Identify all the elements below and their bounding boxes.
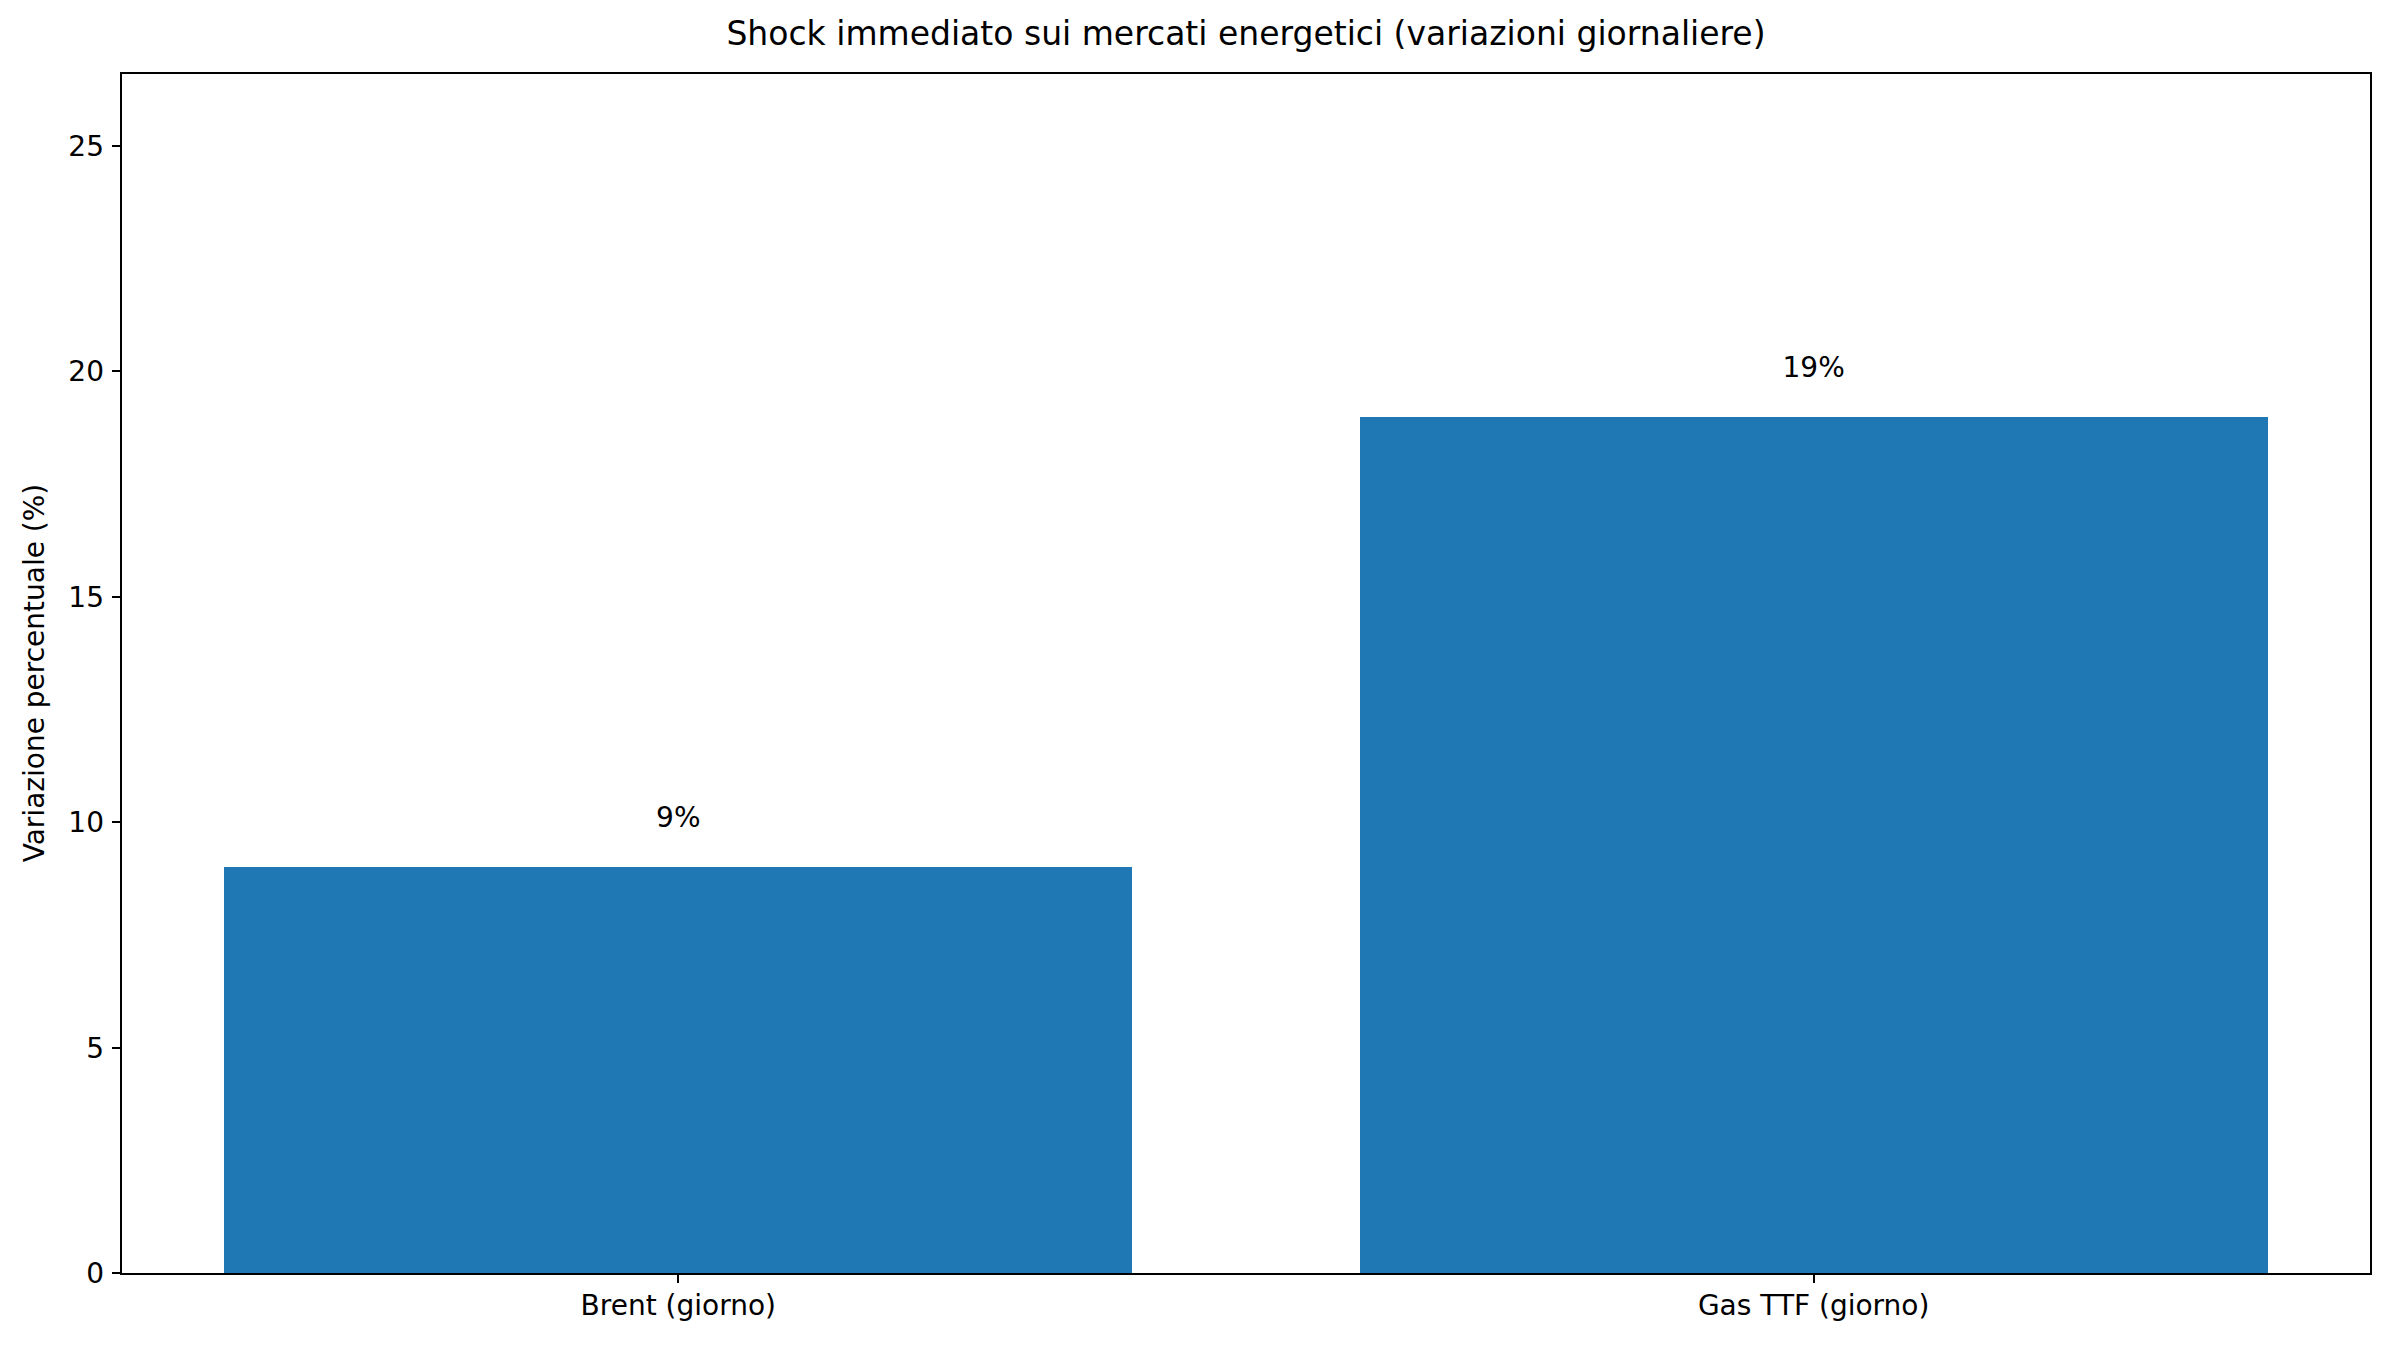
- x-tick: [1813, 1273, 1815, 1283]
- y-tick-label: 20: [68, 355, 104, 388]
- x-tick-label: Gas TTF (giorno): [1698, 1289, 1930, 1322]
- bar: [224, 867, 1132, 1273]
- y-tick-label: 5: [86, 1031, 104, 1064]
- x-tick: [677, 1273, 679, 1283]
- bar-chart-figure: Shock immediato sui mercati energetici (…: [0, 0, 2400, 1350]
- bar: [1360, 417, 2268, 1273]
- y-tick: [112, 821, 122, 823]
- y-tick: [112, 1047, 122, 1049]
- y-tick-label: 25: [68, 130, 104, 163]
- y-tick: [112, 1272, 122, 1274]
- y-tick: [112, 370, 122, 372]
- y-axis-label: Variazione percentuale (%): [18, 484, 51, 863]
- y-tick: [112, 145, 122, 147]
- bar-value-label: 9%: [656, 801, 700, 834]
- y-tick: [112, 596, 122, 598]
- y-tick-label: 10: [68, 806, 104, 839]
- x-tick-label: Brent (giorno): [581, 1289, 776, 1322]
- bar-value-label: 19%: [1783, 350, 1845, 383]
- chart-title: Shock immediato sui mercati energetici (…: [122, 14, 2370, 54]
- y-tick-label: 15: [68, 580, 104, 613]
- y-tick-label: 0: [86, 1257, 104, 1290]
